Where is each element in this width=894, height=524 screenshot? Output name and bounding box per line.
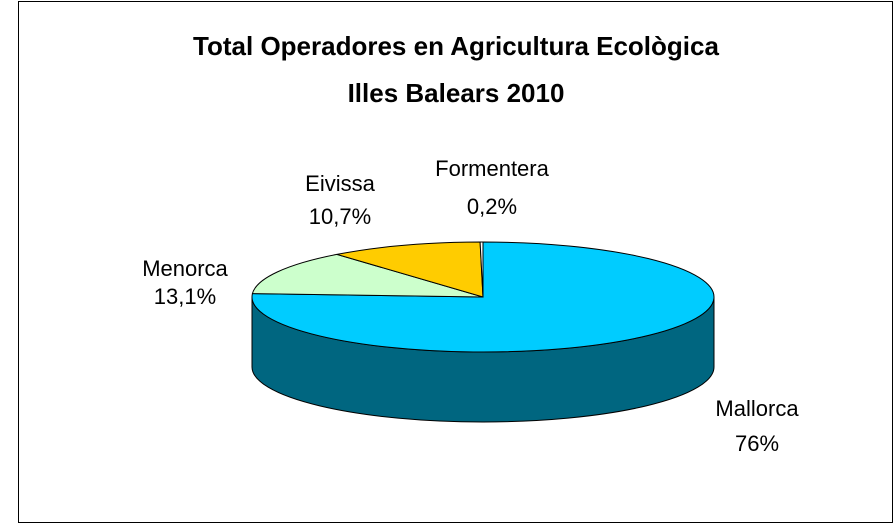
slice-label: Formentera <box>435 156 549 181</box>
slice-value-label: 10,7% <box>309 204 371 229</box>
slice-label: Mallorca <box>715 396 799 421</box>
slice-value-label: 0,2% <box>467 194 517 219</box>
pie-slice <box>251 253 484 298</box>
slice-label: Eivissa <box>305 171 375 196</box>
chart-title: Total Operadores en Agricultura Ecològic… <box>193 31 719 61</box>
chart-subtitle: Illes Balears 2010 <box>348 78 565 108</box>
pie-slice <box>336 241 484 298</box>
slice-value-label: 13,1% <box>154 284 216 309</box>
pie-slice <box>479 241 484 298</box>
slice-label: Menorca <box>142 256 228 281</box>
slice-value-label: 76% <box>735 431 779 456</box>
